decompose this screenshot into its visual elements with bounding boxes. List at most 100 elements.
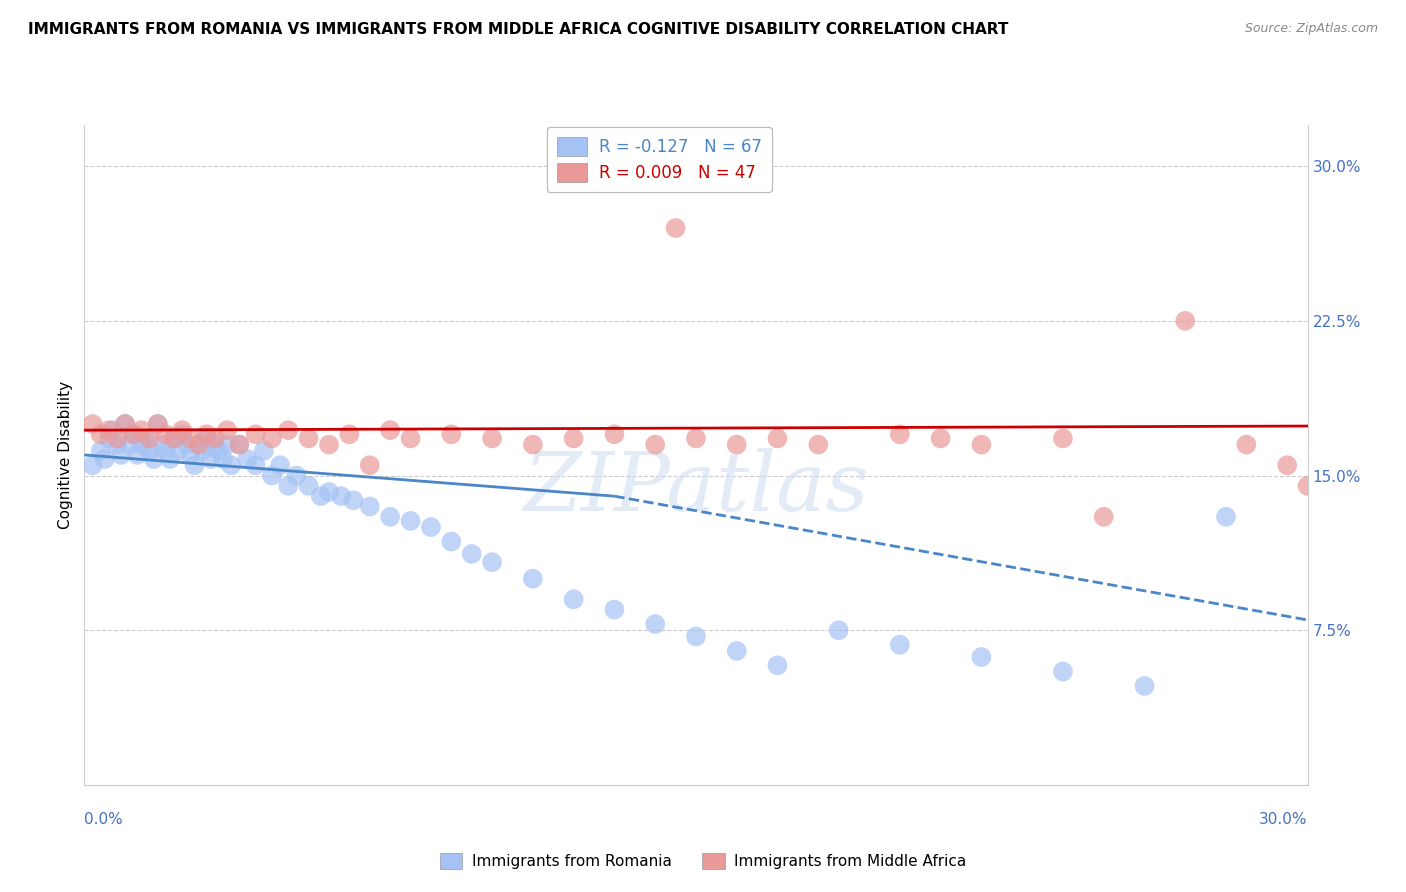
Point: [644, 437, 666, 451]
Point: [219, 458, 242, 473]
Point: [277, 479, 299, 493]
Point: [603, 427, 626, 442]
Point: [664, 221, 686, 235]
Point: [298, 432, 321, 446]
Point: [399, 432, 422, 446]
Point: [97, 423, 120, 437]
Point: [236, 452, 259, 467]
Point: [228, 437, 250, 451]
Point: [172, 427, 194, 442]
Point: [135, 432, 157, 446]
Point: [118, 437, 141, 451]
Point: [127, 448, 149, 462]
Text: Source: ZipAtlas.com: Source: ZipAtlas.com: [1244, 22, 1378, 36]
Text: IMMIGRANTS FROM ROMANIA VS IMMIGRANTS FROM MIDDLE AFRICA COGNITIVE DISABILITY CO: IMMIGRANTS FROM ROMANIA VS IMMIGRANTS FR…: [28, 22, 1008, 37]
Point: [725, 437, 748, 451]
Point: [481, 432, 503, 446]
Point: [1092, 509, 1115, 524]
Point: [318, 485, 340, 500]
Point: [309, 489, 332, 503]
Point: [122, 427, 145, 442]
Point: [1052, 665, 1074, 679]
Point: [827, 624, 849, 638]
Point: [685, 432, 707, 446]
Point: [1052, 432, 1074, 446]
Point: [179, 432, 201, 446]
Point: [187, 437, 209, 451]
Point: [155, 443, 177, 458]
Point: [101, 423, 124, 437]
Point: [183, 458, 205, 473]
Point: [1296, 479, 1319, 493]
Point: [562, 592, 585, 607]
Point: [114, 417, 136, 431]
Point: [138, 432, 160, 446]
Y-axis label: Cognitive Disability: Cognitive Disability: [58, 381, 73, 529]
Point: [603, 602, 626, 616]
Point: [82, 417, 104, 431]
Point: [970, 437, 993, 451]
Point: [766, 658, 789, 673]
Point: [522, 572, 544, 586]
Point: [522, 437, 544, 451]
Point: [260, 468, 283, 483]
Point: [562, 432, 585, 446]
Point: [217, 423, 239, 437]
Point: [420, 520, 443, 534]
Point: [191, 443, 214, 458]
Point: [245, 458, 267, 473]
Point: [105, 432, 128, 446]
Point: [97, 432, 120, 446]
Point: [172, 423, 194, 437]
Point: [285, 468, 308, 483]
Point: [318, 437, 340, 451]
Point: [174, 437, 197, 451]
Point: [766, 432, 789, 446]
Point: [253, 443, 276, 458]
Point: [342, 493, 364, 508]
Point: [359, 500, 381, 514]
Point: [269, 458, 291, 473]
Point: [889, 638, 911, 652]
Point: [204, 432, 226, 446]
Point: [217, 437, 239, 451]
Point: [138, 443, 160, 458]
Point: [200, 452, 222, 467]
Point: [245, 427, 267, 442]
Point: [1174, 314, 1197, 328]
Point: [380, 423, 402, 437]
Point: [195, 432, 218, 446]
Point: [159, 452, 181, 467]
Point: [142, 452, 165, 467]
Point: [163, 432, 186, 446]
Point: [114, 417, 136, 431]
Point: [146, 417, 169, 431]
Text: ZIPatlas: ZIPatlas: [523, 448, 869, 528]
Point: [461, 547, 484, 561]
Point: [163, 432, 186, 446]
Point: [277, 423, 299, 437]
Point: [481, 555, 503, 569]
Point: [339, 427, 360, 442]
Point: [1234, 437, 1257, 451]
Point: [807, 437, 830, 451]
Point: [204, 437, 226, 451]
Point: [440, 534, 463, 549]
Point: [110, 448, 132, 462]
Point: [725, 644, 748, 658]
Point: [167, 443, 190, 458]
Point: [644, 617, 666, 632]
Point: [195, 427, 218, 442]
Point: [122, 427, 145, 442]
Point: [155, 427, 177, 442]
Text: 0.0%: 0.0%: [84, 812, 124, 827]
Point: [150, 437, 173, 451]
Point: [228, 437, 250, 451]
Point: [1275, 458, 1298, 473]
Point: [970, 650, 993, 665]
Point: [146, 417, 169, 431]
Point: [330, 489, 353, 503]
Point: [359, 458, 381, 473]
Point: [1215, 509, 1237, 524]
Point: [889, 427, 911, 442]
